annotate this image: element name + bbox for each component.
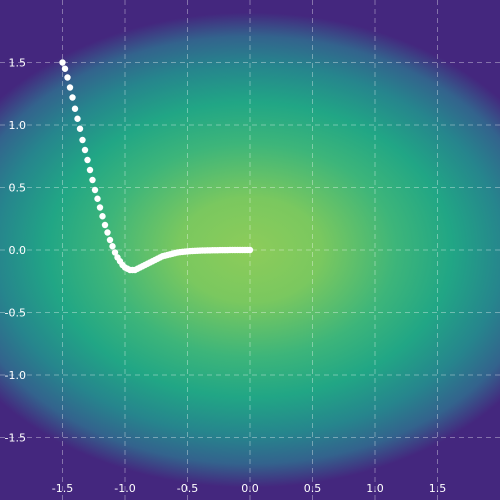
scatter-point xyxy=(76,125,84,132)
x-tick-label: -1.0 xyxy=(114,482,135,495)
y-tick-label: -1.5 xyxy=(5,432,26,445)
y-tick-label: 0.5 xyxy=(9,182,27,195)
scatter-point xyxy=(59,59,66,66)
scatter-point xyxy=(66,84,74,91)
scatter-series xyxy=(59,59,254,274)
scatter-point xyxy=(79,136,86,144)
x-tick-label: 0.0 xyxy=(241,482,259,495)
scatter-point xyxy=(61,65,69,72)
scatter-point xyxy=(106,236,114,244)
scatter-point xyxy=(94,195,101,202)
scatter-point xyxy=(91,186,99,194)
tick-labels: -1.5 -1.0 -0.5 0.0 0.5 1.0 1.5 1.5 1.0 0.5 0.0 -0.5… xyxy=(5,57,447,496)
scatter-point xyxy=(246,246,254,254)
scatter-point xyxy=(101,221,109,229)
scatter-point xyxy=(89,176,96,184)
scatter-point xyxy=(99,213,106,220)
y-tick-label: 1.5 xyxy=(9,57,27,70)
x-tick-label: -0.5 xyxy=(177,482,198,495)
scatter-point xyxy=(71,105,79,112)
x-tick-label: 1.5 xyxy=(429,482,447,495)
x-tick-label: 1.0 xyxy=(366,482,384,495)
x-tick-label: -1.5 xyxy=(52,482,73,495)
y-tick-label: 1.0 xyxy=(9,119,27,132)
y-tick-label: 0.0 xyxy=(9,244,27,257)
scatter-point xyxy=(81,146,89,154)
scatter-point xyxy=(64,74,71,81)
scatter-point xyxy=(96,204,104,211)
scatter-point xyxy=(111,249,119,256)
y-tick-label: -0.5 xyxy=(5,307,26,320)
scatter-point xyxy=(86,166,94,174)
x-tick-label: 0.5 xyxy=(304,482,322,495)
y-tick-label: -1.0 xyxy=(5,369,26,382)
scatter-point xyxy=(109,243,116,250)
scatter-point xyxy=(69,94,76,101)
scatter-point xyxy=(104,229,111,236)
scatter-point xyxy=(84,156,91,164)
scatter-point xyxy=(74,115,81,122)
